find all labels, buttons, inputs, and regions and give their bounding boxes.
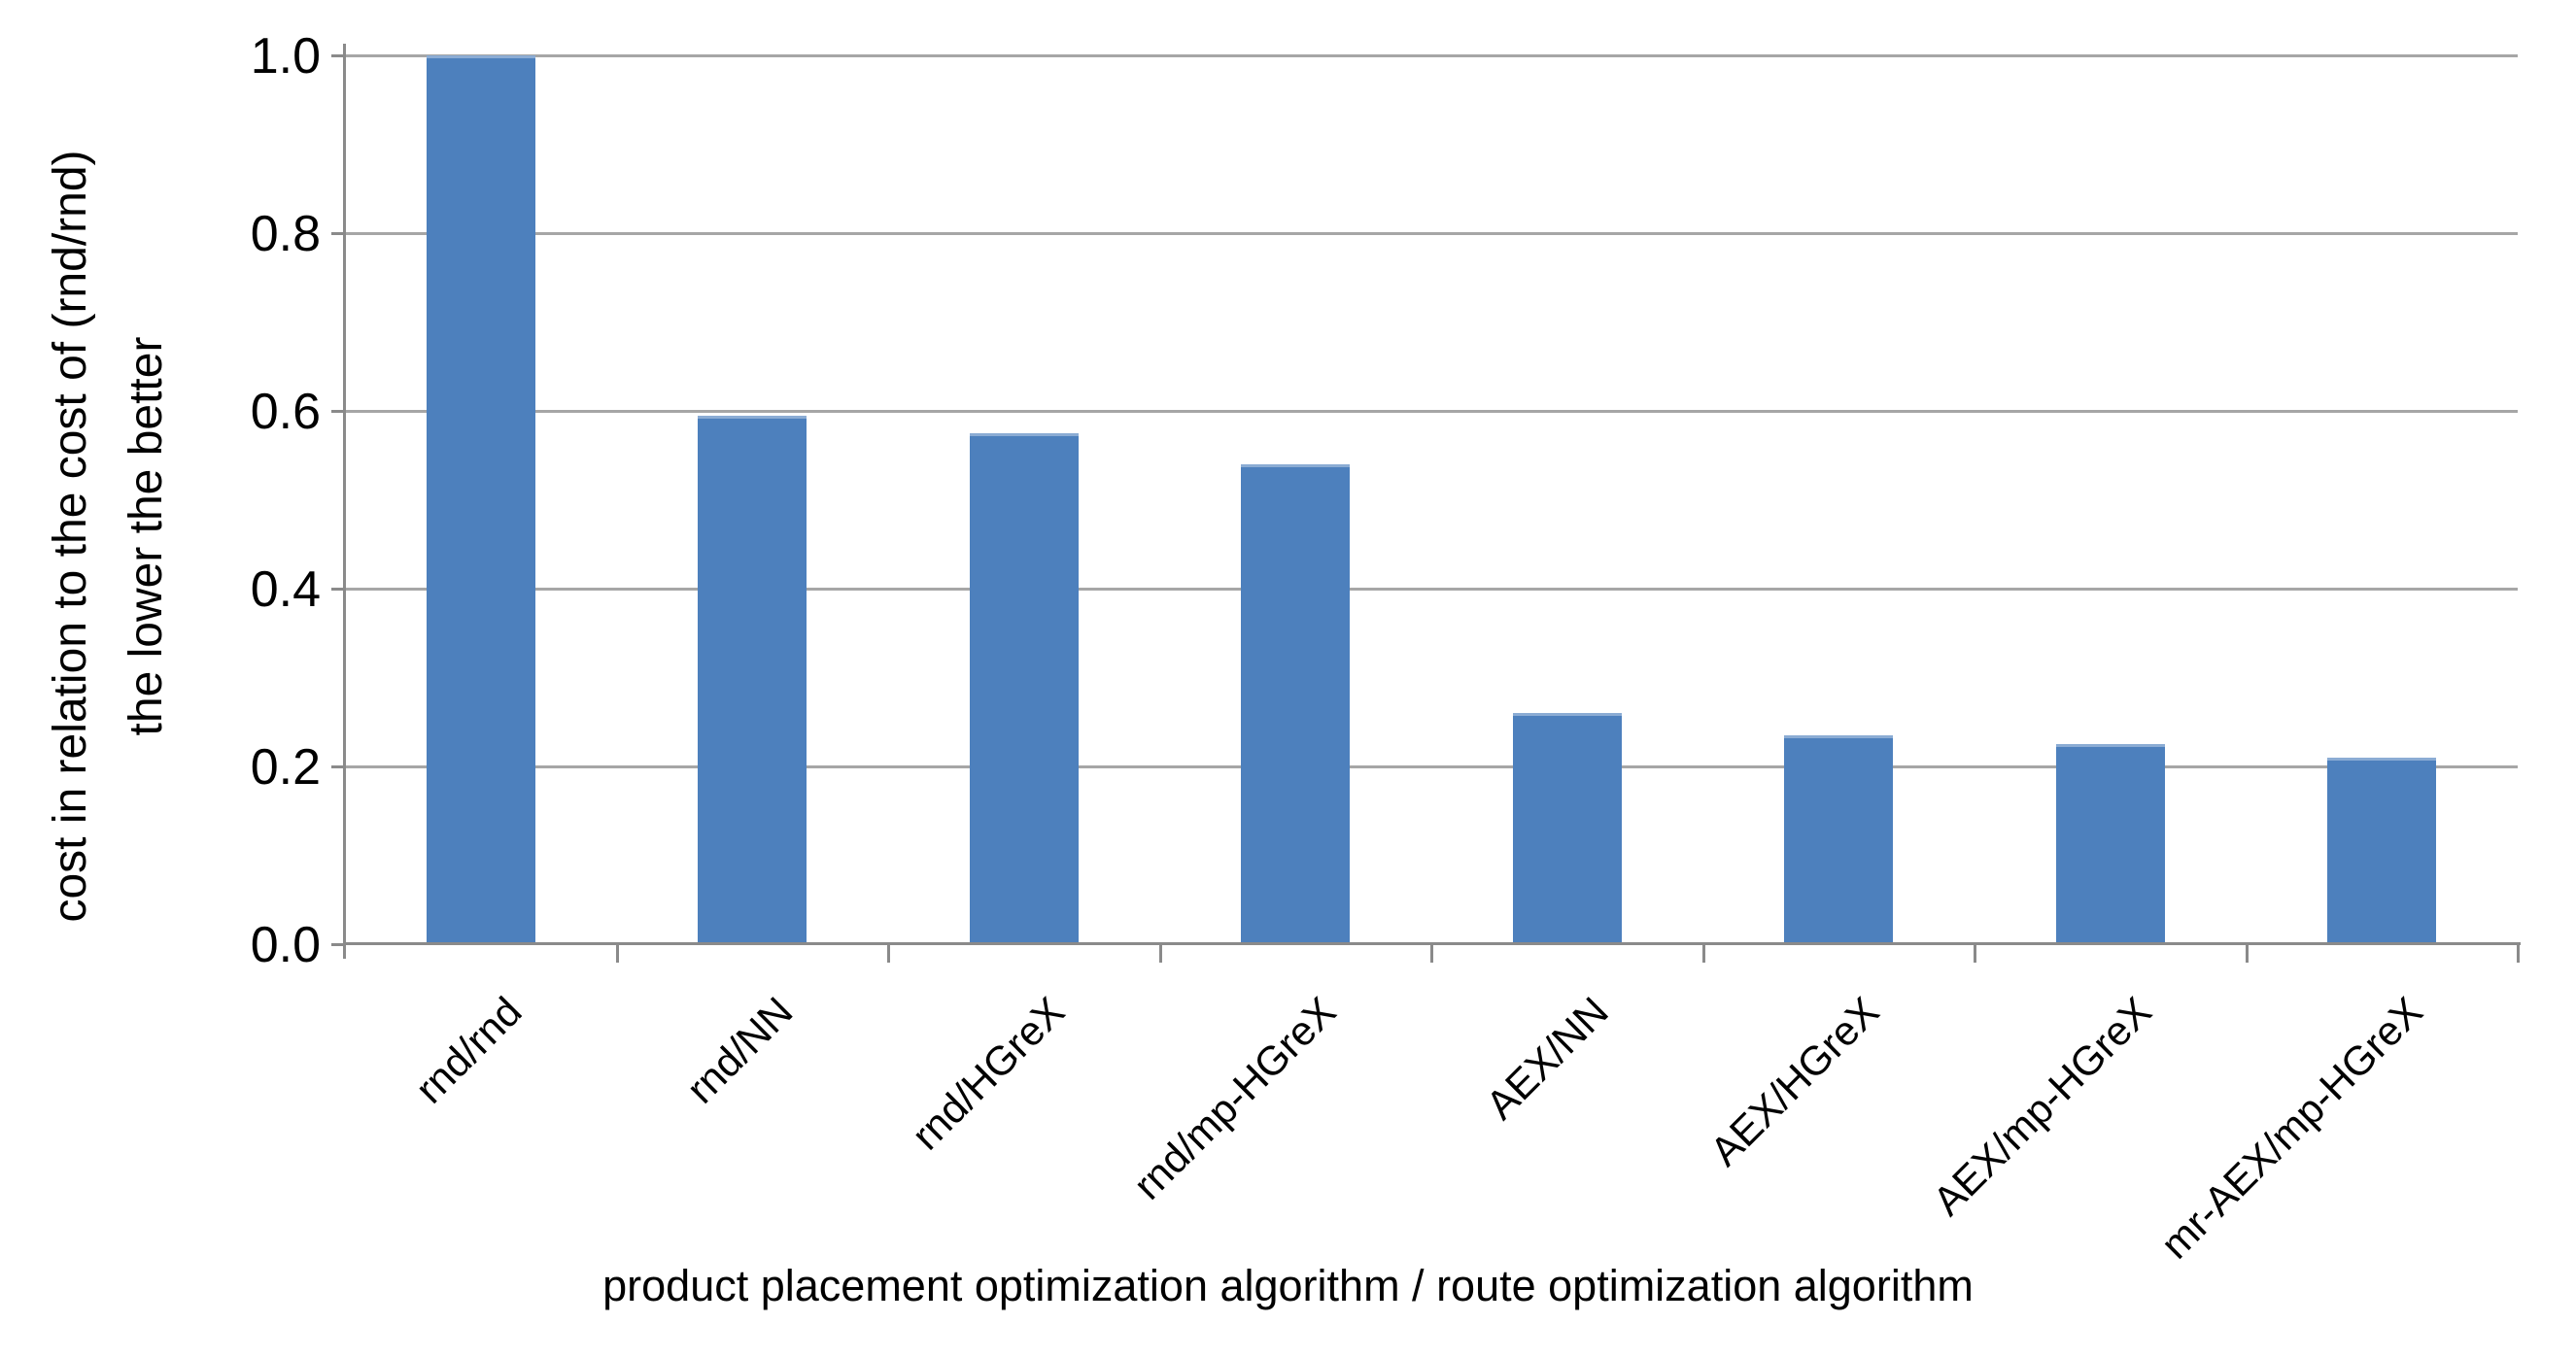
bar-rnd/NN (698, 415, 807, 944)
x-category-label-AEX/HGreX: AEX/HGreX (1700, 988, 1888, 1174)
x-axis-title: product placement optimization algorithm… (602, 1261, 1974, 1310)
y-axis-title-line1: cost in relation to the cost of (rnd/rnd… (45, 150, 96, 923)
x-category-label-rnd/NN: rnd/NN (677, 988, 802, 1112)
y-tick-mark-0.8 (331, 232, 345, 235)
bar-AEX/mp-HGreX (2056, 744, 2165, 944)
gridline-0.8 (345, 232, 2518, 235)
y-tick-label-0.4: 0.4 (250, 561, 321, 618)
x-tick-mark-2 (887, 945, 890, 963)
bar-mr-AEX/mp-HGreX (2327, 757, 2436, 944)
x-category-label-AEX/NN: AEX/NN (1476, 988, 1617, 1129)
x-tick-mark-8 (2517, 945, 2520, 963)
y-tick-mark-0.0 (331, 943, 345, 946)
bar-AEX/NN (1513, 713, 1622, 944)
x-tick-mark-5 (1702, 945, 1705, 963)
gridline-0.2 (345, 765, 2518, 768)
y-tick-mark-0.2 (331, 765, 345, 768)
x-axis-line (343, 942, 2521, 945)
y-axis-title: cost in relation to the cost of (rnd/rnd… (33, 150, 185, 922)
x-category-label-AEX/mp-HGreX: AEX/mp-HGreX (1923, 988, 2160, 1225)
x-tick-mark-7 (2246, 945, 2249, 963)
y-tick-label-0.2: 0.2 (250, 739, 321, 796)
x-category-label-rnd/mp-HGreX: rnd/mp-HGreX (1124, 988, 1345, 1208)
gridline-1 (345, 54, 2518, 57)
x-tick-mark-1 (616, 945, 619, 963)
x-category-label-rnd/rnd: rnd/rnd (406, 988, 531, 1112)
y-tick-mark-0.4 (331, 588, 345, 591)
bar-rnd/mp-HGreX (1241, 463, 1350, 944)
plot-area (345, 54, 2518, 944)
y-tick-mark-1.0 (331, 54, 345, 57)
bar-AEX/HGreX (1784, 734, 1893, 944)
gridline-0.6 (345, 410, 2518, 413)
y-tick-label-0.8: 0.8 (250, 206, 321, 262)
y-axis-title-line2: the lower the better (120, 336, 172, 736)
y-tick-label-0.0: 0.0 (250, 917, 321, 973)
bar-rnd/HGreX (970, 432, 1079, 944)
x-tick-mark-4 (1430, 945, 1433, 963)
y-axis-line (343, 44, 346, 959)
bar-rnd/rnd (427, 55, 535, 944)
x-category-label-rnd/HGreX: rnd/HGreX (903, 988, 1074, 1159)
x-tick-mark-3 (1159, 945, 1162, 963)
y-tick-mark-0.6 (331, 410, 345, 413)
x-category-label-mr-AEX/mp-HGreX: mr-AEX/mp-HGreX (2151, 988, 2431, 1268)
x-tick-mark-6 (1974, 945, 1976, 963)
y-tick-label-0.6: 0.6 (250, 384, 321, 440)
y-tick-label-1.0: 1.0 (250, 28, 321, 85)
gridline-0.4 (345, 588, 2518, 591)
